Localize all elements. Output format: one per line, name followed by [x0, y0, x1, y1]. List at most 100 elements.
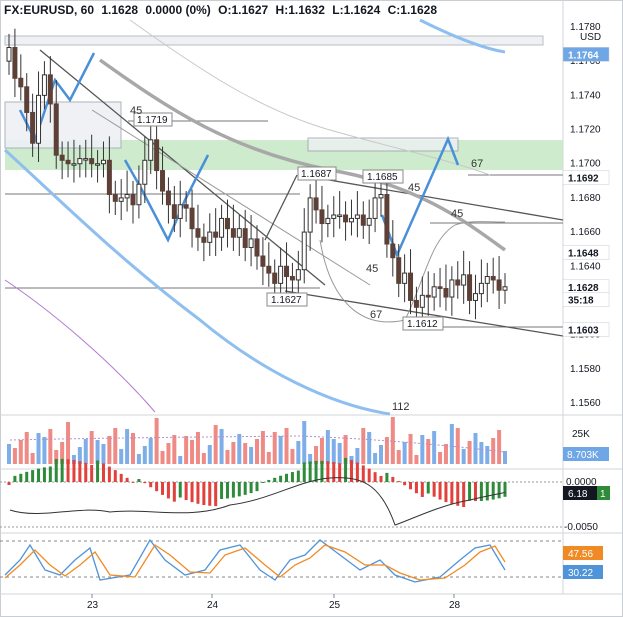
candle-1[interactable] — [12, 28, 18, 98]
volume-bar-15[interactable] — [95, 440, 100, 464]
macd-bar-24[interactable] — [149, 482, 153, 488]
volume-bar-43[interactable] — [260, 431, 265, 464]
volume-bar-4[interactable] — [30, 453, 35, 464]
macd-bar-74[interactable] — [444, 482, 448, 503]
volume-bar-59[interactable] — [355, 448, 360, 464]
candle-44[interactable] — [266, 242, 272, 287]
volume-bar-14[interactable] — [89, 431, 94, 464]
macd-bar-84[interactable] — [503, 482, 507, 497]
candle-43[interactable] — [260, 237, 266, 286]
macd-bar-32[interactable] — [196, 482, 200, 504]
volume-bar-42[interactable] — [255, 439, 259, 464]
volume-bar-68[interactable] — [408, 434, 413, 464]
channel-upper[interactable] — [299, 174, 564, 221]
candle-84[interactable] — [502, 273, 508, 304]
volume-bar-78[interactable] — [467, 441, 472, 464]
candle-37[interactable] — [224, 199, 230, 248]
candle-22[interactable] — [136, 165, 142, 219]
volume-bar-32[interactable] — [195, 432, 200, 464]
volume-bar-60[interactable] — [361, 428, 366, 464]
candle-10[interactable] — [65, 141, 71, 178]
candle-15[interactable] — [95, 150, 101, 183]
macd-bar-46[interactable] — [279, 475, 283, 482]
level-label-1627[interactable]: 1.1627 — [266, 292, 308, 307]
candle-6[interactable] — [41, 61, 47, 110]
volume-bar-63[interactable] — [379, 445, 383, 464]
macd-bar-48[interactable] — [290, 472, 294, 482]
volume-bar-70[interactable] — [420, 435, 425, 464]
volume-bar-22[interactable] — [136, 454, 141, 464]
candle-63[interactable] — [378, 180, 384, 217]
candle-8[interactable] — [53, 79, 59, 169]
candle-58[interactable] — [348, 199, 354, 236]
candle-38[interactable] — [230, 204, 236, 251]
volume-bar-83[interactable] — [497, 430, 502, 464]
candle-77[interactable] — [461, 250, 467, 304]
macd-bar-75[interactable] — [450, 482, 454, 505]
volume-bar-39[interactable] — [237, 434, 242, 464]
macd-bar-8[interactable] — [54, 458, 58, 482]
volume-bar-65[interactable] — [390, 417, 395, 464]
candle-36[interactable] — [219, 204, 225, 251]
volume-bar-77[interactable] — [461, 449, 466, 464]
volume-bar-52[interactable] — [314, 446, 319, 464]
macd-bar-1[interactable] — [13, 475, 17, 482]
macd-bar-37[interactable] — [225, 482, 229, 499]
macd-bar-55[interactable] — [332, 462, 336, 482]
candle-11[interactable] — [71, 139, 77, 183]
macd-bar-54[interactable] — [326, 461, 330, 482]
macd-bar-19[interactable] — [119, 473, 123, 482]
candle-57[interactable] — [343, 201, 349, 241]
volume-bar-11[interactable] — [71, 455, 76, 464]
candle-75[interactable] — [449, 266, 455, 316]
macd-bar-63[interactable] — [379, 475, 383, 482]
volume-bar-57[interactable] — [343, 435, 348, 464]
volume-bar-50[interactable] — [302, 421, 307, 464]
top-zone-box[interactable] — [4, 35, 544, 46]
candle-4[interactable] — [30, 93, 36, 157]
macd-bar-5[interactable] — [37, 468, 41, 482]
macd-bar-23[interactable] — [143, 482, 147, 484]
macd-bar-26[interactable] — [161, 482, 165, 495]
volume-bar-66[interactable] — [396, 450, 401, 464]
candle-72[interactable] — [431, 273, 437, 311]
projection-path-right[interactable] — [380, 135, 460, 259]
candle-13[interactable] — [83, 139, 89, 178]
candles[interactable] — [6, 28, 508, 327]
macd-bar-59[interactable] — [355, 462, 359, 482]
macd-bar-72[interactable] — [432, 482, 436, 497]
macd-bar-39[interactable] — [237, 482, 241, 497]
macd-bar-43[interactable] — [261, 482, 265, 483]
candle-62[interactable] — [372, 173, 378, 233]
volume-bar-26[interactable] — [160, 451, 165, 464]
price-axis[interactable]: 1.1780 1.1760 1.1740 1.1720 1.1700 1.1680 1.16… — [570, 22, 601, 409]
volume-bar-67[interactable] — [402, 442, 407, 464]
candle-9[interactable] — [59, 141, 65, 180]
candle-20[interactable] — [124, 170, 130, 212]
volume-bar-36[interactable] — [219, 429, 224, 464]
macd-line[interactable] — [9, 477, 506, 526]
volume-bar-16[interactable] — [101, 444, 106, 464]
candle-82[interactable] — [490, 257, 496, 294]
macd-bar-16[interactable] — [101, 463, 105, 482]
volume-bar-40[interactable] — [243, 443, 248, 464]
macd-bar-35[interactable] — [214, 482, 218, 507]
candle-51[interactable] — [307, 184, 313, 251]
candle-32[interactable] — [195, 204, 201, 251]
macd-bar-13[interactable] — [84, 462, 88, 482]
macd-bar-82[interactable] — [491, 482, 495, 500]
candle-12[interactable] — [77, 144, 83, 178]
macd-bar-57[interactable] — [344, 457, 348, 482]
volume-bar-9[interactable] — [60, 442, 65, 464]
candle-68[interactable] — [408, 249, 414, 315]
volume-bar-37[interactable] — [225, 450, 230, 464]
candle-25[interactable] — [154, 121, 160, 190]
macd-bar-42[interactable] — [255, 482, 259, 492]
level-label-1612[interactable]: 1.1612 — [402, 316, 444, 331]
candle-0[interactable] — [6, 33, 12, 75]
macd-bar-15[interactable] — [96, 460, 100, 482]
volume-bar-54[interactable] — [325, 430, 330, 464]
candle-76[interactable] — [455, 261, 461, 299]
ma-45-thin-line[interactable] — [129, 19, 491, 176]
macd-histogram[interactable] — [7, 457, 507, 507]
